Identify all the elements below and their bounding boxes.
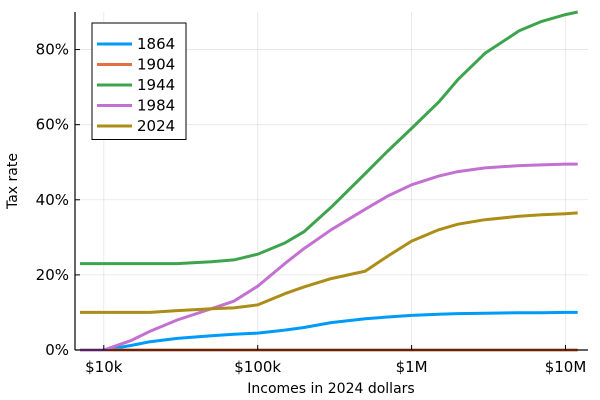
series-line-2024 (80, 211, 578, 314)
y-tick-label-3: 60% (36, 116, 69, 134)
legend-label-1864: 1864 (137, 35, 175, 53)
x-tick-label-0: $10k (85, 358, 123, 376)
x-axis-label: Incomes in 2024 dollars (247, 381, 414, 397)
series-line-1944 (80, 10, 579, 266)
ticks: $10k $100k $1M $10M 0% 20% 40% 60% 80% (36, 41, 587, 376)
y-tick-label-0: 0% (45, 341, 69, 359)
series-line-1864 (80, 310, 578, 352)
x-tick-label-1: $100k (234, 358, 281, 376)
series-line-1984 (80, 162, 578, 352)
y-tick-label-4: 80% (36, 41, 69, 59)
axes (74, 12, 588, 351)
y-tick-label-1: 20% (36, 266, 69, 284)
y-axis-label: Tax rate (5, 153, 21, 210)
legend-label-1944: 1944 (137, 76, 175, 94)
legend-label-1984: 1984 (137, 97, 175, 115)
legend-label-2024: 2024 (137, 117, 175, 135)
y-tick-label-2: 40% (36, 191, 69, 209)
x-tick-label-2: $1M (396, 358, 428, 376)
x-tick-label-3: $10M (545, 358, 587, 376)
legend-box (91, 22, 187, 140)
legend-label-1904: 1904 (137, 56, 175, 74)
legend: 1864 1904 1944 1984 2024 (91, 22, 187, 140)
